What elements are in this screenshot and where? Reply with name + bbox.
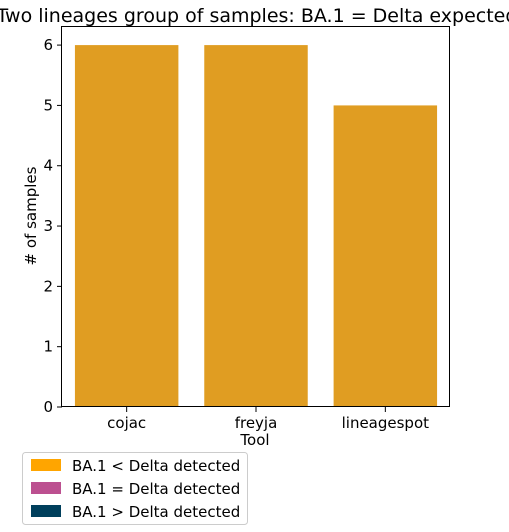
bar-cojac — [74, 45, 179, 407]
y-tick-label: 5 — [43, 96, 53, 114]
y-tick-label: 4 — [43, 157, 53, 175]
legend-label-lt: BA.1 < Delta detected — [72, 457, 240, 475]
y-axis: 0 1 2 3 4 5 6 — [43, 36, 62, 416]
legend-frame — [22, 452, 248, 525]
chart-title: Two lineages group of samples: BA.1 = De… — [0, 5, 509, 27]
bars-layer — [74, 45, 438, 408]
bar-freyja — [204, 45, 308, 407]
x-axis-label: Tool — [239, 431, 269, 449]
bar-lineagespot — [333, 105, 438, 408]
y-tick-label: 3 — [43, 217, 53, 235]
x-tick-label: cojac — [107, 414, 146, 432]
x-tick-label: lineagespot — [342, 414, 430, 432]
y-axis-label: # of samples — [22, 166, 40, 265]
y-tick-label: 6 — [43, 36, 53, 54]
legend: BA.1 < Delta detected BA.1 = Delta detec… — [22, 452, 248, 525]
x-tick-label: freyja — [235, 414, 278, 432]
y-tick-label: 0 — [43, 398, 53, 416]
legend-swatch-lt — [31, 459, 61, 471]
plot-frame — [61, 26, 450, 407]
legend-swatch-eq — [31, 482, 61, 494]
x-axis: cojac freyja lineagespot — [107, 407, 429, 432]
legend-label-gt: BA.1 > Delta detected — [72, 503, 240, 521]
y-tick-label: 1 — [43, 338, 53, 356]
legend-swatch-gt — [31, 505, 61, 517]
y-tick-label: 2 — [43, 277, 53, 295]
legend-label-eq: BA.1 = Delta detected — [72, 480, 240, 498]
